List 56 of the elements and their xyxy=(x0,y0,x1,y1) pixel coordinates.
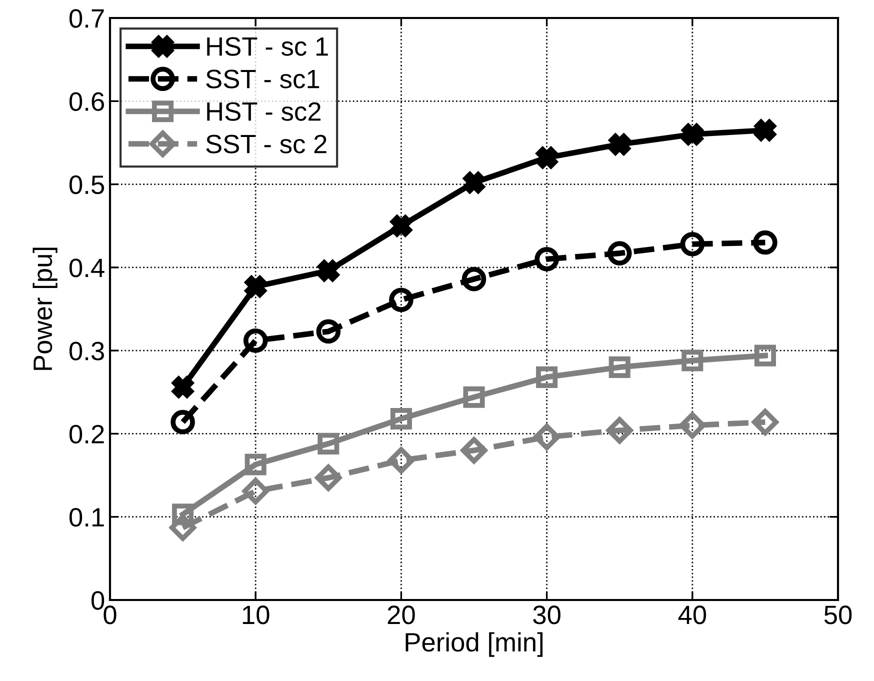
y-tick-label: 0.6 xyxy=(69,92,104,111)
point xyxy=(679,412,706,439)
point xyxy=(754,344,776,366)
y-tick-label: 0.3 xyxy=(69,342,104,360)
point xyxy=(316,319,341,344)
point xyxy=(462,266,486,292)
point xyxy=(608,134,630,156)
point xyxy=(463,172,485,194)
point xyxy=(318,432,340,454)
point xyxy=(754,119,776,142)
legend-label: SST - sc 2 xyxy=(206,134,326,154)
point xyxy=(536,146,558,168)
point xyxy=(607,241,632,266)
point xyxy=(390,408,412,430)
x-tick-label: 20 xyxy=(388,606,415,624)
point xyxy=(318,260,340,282)
x-tick-label: 10 xyxy=(242,606,270,624)
point xyxy=(315,464,342,492)
point xyxy=(388,447,414,474)
x-tick-label: 40 xyxy=(678,606,706,624)
point xyxy=(682,350,704,372)
point xyxy=(460,437,488,464)
y-tick-label: 0.5 xyxy=(69,175,104,194)
x-tick-label: 0 xyxy=(104,606,116,624)
point xyxy=(172,376,194,398)
y-tick-label: 0.2 xyxy=(69,424,104,444)
y-axis-title: Power [pu] xyxy=(32,248,58,370)
point xyxy=(606,417,633,444)
point xyxy=(244,454,266,476)
point xyxy=(752,408,778,436)
y-tick-label: 0.4 xyxy=(69,258,104,278)
point xyxy=(389,288,414,312)
point xyxy=(243,328,268,353)
y-tick-label: 0.7 xyxy=(69,9,104,28)
point xyxy=(170,514,196,541)
legend-label: HST - sc2 xyxy=(207,102,321,121)
point xyxy=(244,276,266,298)
y-tick-label: 0 xyxy=(91,591,104,610)
legend-label: HST - sc 1 xyxy=(207,37,328,56)
point xyxy=(682,124,704,146)
point xyxy=(463,386,485,408)
point xyxy=(242,478,269,504)
point xyxy=(390,215,412,237)
point xyxy=(753,230,778,255)
point xyxy=(680,232,705,256)
point xyxy=(172,504,194,526)
y-tick-label: 0.1 xyxy=(69,508,104,527)
point xyxy=(608,356,630,378)
legend-label: SST - sc1 xyxy=(206,70,320,88)
x-tick-label: 50 xyxy=(824,606,852,624)
point xyxy=(534,246,559,272)
point xyxy=(534,424,560,450)
x-tick-label: 30 xyxy=(533,606,560,624)
point xyxy=(536,366,558,388)
point xyxy=(170,410,195,434)
x-axis-title: Period [min] xyxy=(406,632,543,657)
